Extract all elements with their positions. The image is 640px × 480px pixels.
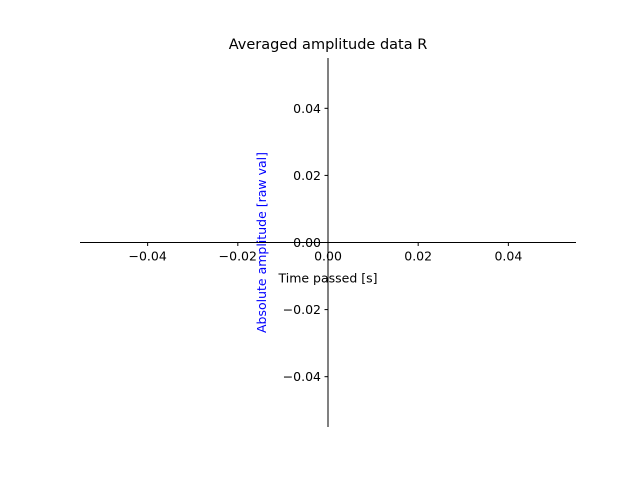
y-tick-label: 0.04 <box>293 101 321 116</box>
x-tick-label: 0.00 <box>314 249 342 264</box>
x-axis-label: Time passed [s] <box>277 271 377 286</box>
plot-area: −0.04 −0.02 0.00 0.02 0.04 −0.04 −0.02 0.00 0.0… <box>80 58 576 427</box>
x-ticks: −0.04 −0.02 0.00 0.02 0.04 <box>128 242 522 264</box>
y-ticks: −0.04 −0.02 0.00 0.02 0.04 <box>283 101 328 384</box>
x-tick-label: 0.02 <box>404 249 432 264</box>
chart-title: Averaged amplitude data R <box>229 37 428 53</box>
y-axis-label: Absolute amplitude [raw val] <box>254 152 269 333</box>
x-tick-label: −0.04 <box>128 249 166 264</box>
y-tick-label: −0.04 <box>283 369 321 384</box>
x-tick-label: 0.04 <box>494 249 522 264</box>
y-tick-label: 0.00 <box>293 235 321 250</box>
y-tick-label: 0.02 <box>293 168 321 183</box>
x-tick-label: −0.02 <box>219 249 257 264</box>
y-tick-label: −0.02 <box>283 302 321 317</box>
